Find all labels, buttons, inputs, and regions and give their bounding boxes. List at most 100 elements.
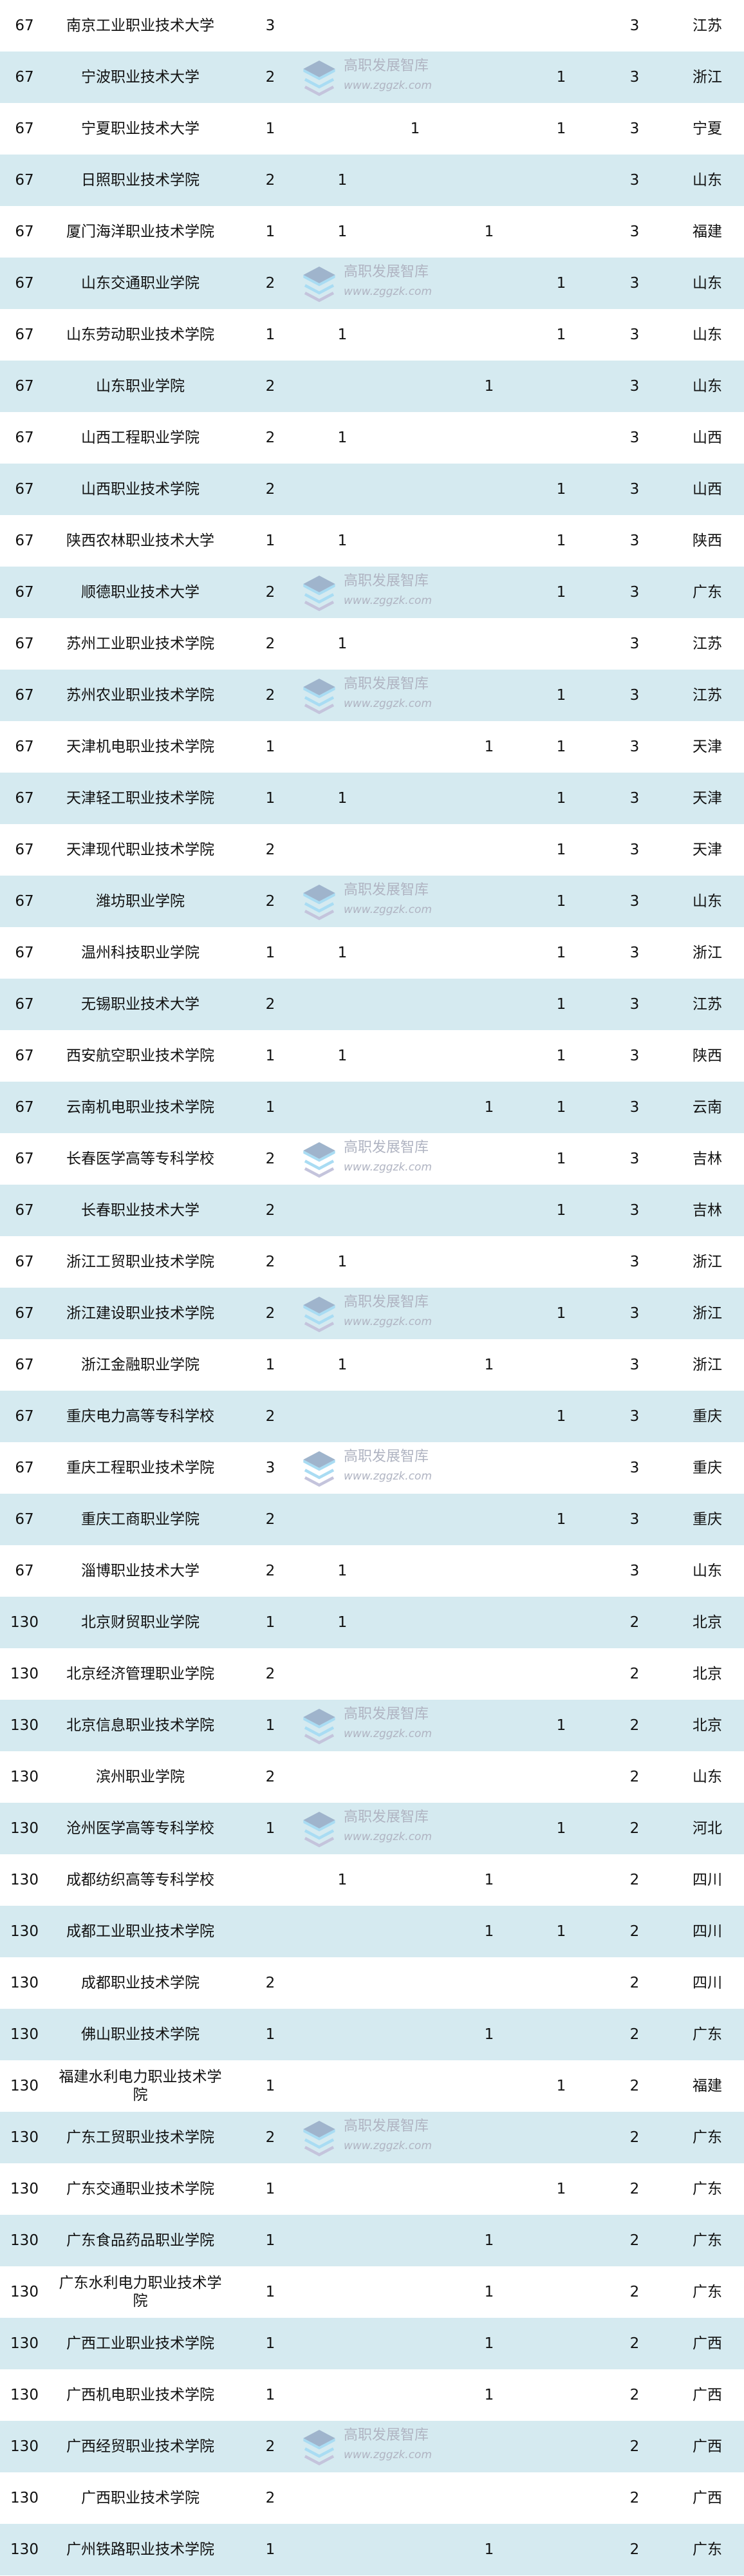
count-cell-2 [306,1957,378,2009]
count-cell-4 [453,412,525,464]
count-cell-2 [306,2009,378,2060]
count-cell-3 [379,1339,451,1391]
school-name-cell: 浙江工贸职业技术学院 [66,1254,214,1270]
count-cell-4: 1 [484,1872,494,1888]
total-cell: 3 [629,1202,640,1219]
rank-cell: 67 [15,945,34,961]
count-cell-4 [453,1030,525,1082]
table-row: 67 重庆工程职业技术学院 3 3 重庆 [0,1442,744,1494]
count-cell-3 [379,1700,451,1751]
count-cell-1: 1 [265,738,275,755]
total-cell: 3 [629,996,640,1013]
school-name-cell: 广西工业职业技术学院 [66,2335,214,2352]
total-cell: 2 [629,1717,640,1734]
count-cell-2 [306,979,378,1030]
count-cell-4 [453,2421,525,2472]
province-cell: 天津 [693,790,722,807]
table-row: 67 无锡职业技术大学 2 1 3 江苏 [0,979,744,1030]
count-cell-2: 1 [337,790,348,807]
rank-cell: 130 [10,1717,39,1734]
rank-cell: 130 [10,2078,39,2094]
count-cell-1: 1 [265,1099,275,1116]
count-cell-4: 1 [484,2541,494,2558]
count-cell-4 [453,1442,525,1494]
count-cell-2 [306,1391,378,1442]
school-name-cell: 厦门海洋职业技术学院 [66,223,214,240]
total-cell: 3 [629,223,640,240]
count-cell-4 [453,2163,525,2215]
total-cell: 2 [629,2541,640,2558]
count-cell-1: 2 [265,1151,275,1167]
total-cell: 3 [629,120,640,137]
count-cell-2 [306,2421,378,2472]
province-cell: 广东 [693,2026,722,2043]
province-cell: 广西 [693,2438,722,2455]
rank-cell: 130 [10,2181,39,2197]
total-cell: 3 [629,1357,640,1373]
count-cell-4 [453,618,525,670]
count-cell-3 [379,618,451,670]
province-cell: 广东 [693,2232,722,2249]
count-cell-2 [306,2060,378,2112]
rank-cell: 67 [15,532,34,549]
total-cell: 3 [629,1460,640,1476]
table-row: 130 成都职业技术学院 2 2 四川 [0,1957,744,2009]
count-cell-4 [453,567,525,618]
count-cell-3 [379,2060,451,2112]
school-name-cell: 广东交通职业技术学院 [66,2181,214,2197]
count-cell-2 [306,1288,378,1339]
count-cell-4: 1 [484,738,494,755]
school-name-cell: 广西经贸职业技术学院 [66,2438,214,2455]
total-cell: 3 [629,635,640,652]
count-cell-4 [453,979,525,1030]
school-name-cell: 山东交通职业学院 [81,275,200,292]
table-row: 67 浙江工贸职业技术学院 2 1 3 浙江 [0,1236,744,1288]
count-cell-2 [306,103,378,155]
count-cell-4 [453,1391,525,1442]
province-cell: 山东 [693,172,722,189]
province-cell: 浙江 [693,1305,722,1322]
table-row: 130 广西经贸职业技术学院 2 2 广西 [0,2421,744,2472]
province-cell: 山东 [693,1769,722,1785]
rank-cell: 130 [10,2232,39,2249]
rank-cell: 67 [15,1048,34,1064]
table-row: 130 滨州职业学院 2 2 山东 [0,1751,744,1803]
total-cell: 2 [629,2232,640,2249]
province-cell: 浙江 [693,69,722,86]
count-cell-5 [525,2112,597,2163]
count-cell-3 [379,1854,451,1906]
count-cell-4 [453,1236,525,1288]
count-cell-2: 1 [337,326,348,343]
count-cell-1: 1 [265,2284,275,2300]
count-cell-1: 2 [265,429,275,446]
province-cell: 四川 [693,1975,722,1991]
count-cell-3 [379,155,451,206]
count-cell-1: 1 [265,2078,275,2094]
count-cell-1: 1 [265,120,275,137]
total-cell: 3 [629,378,640,395]
rank-cell: 67 [15,1563,34,1579]
total-cell: 3 [629,1099,640,1116]
count-cell-5: 1 [556,945,566,961]
total-cell: 3 [629,945,640,961]
count-cell-1: 1 [265,326,275,343]
province-cell: 浙江 [693,1254,722,1270]
count-cell-5: 1 [556,841,566,858]
count-cell-1: 2 [265,1305,275,1322]
rank-cell: 67 [15,120,34,137]
total-cell: 3 [629,1563,640,1579]
count-cell-2 [306,2318,378,2369]
count-cell-4 [453,1185,525,1236]
count-cell-3 [379,1957,451,2009]
count-cell-4 [453,1545,525,1597]
province-cell: 天津 [693,738,722,755]
school-name-cell: 淄博职业技术大学 [81,1563,200,1579]
province-cell: 陕西 [693,532,722,549]
count-cell-3 [379,2215,451,2266]
school-name-cell: 福建水利电力职业技术学院 [59,2069,222,2103]
count-cell-1: 1 [265,532,275,549]
table-row: 67 潍坊职业学院 2 1 3 山东 [0,876,744,927]
count-cell-2 [306,2112,378,2163]
count-cell-2: 1 [337,429,348,446]
count-cell-4: 1 [484,378,494,395]
